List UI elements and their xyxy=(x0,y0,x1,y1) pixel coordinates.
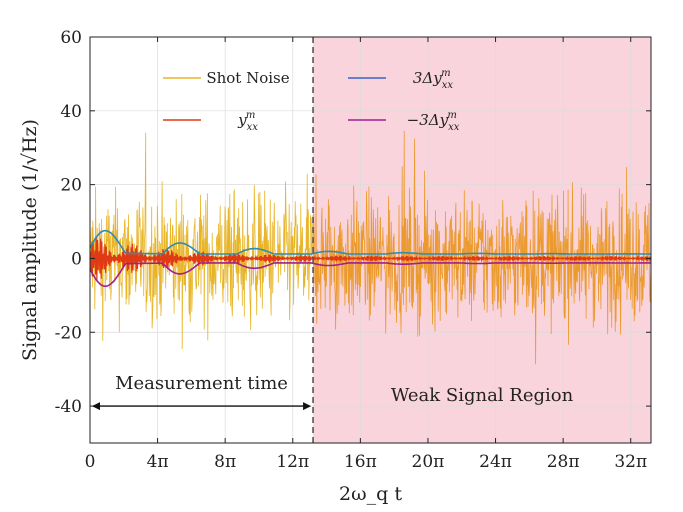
signal-yxx-series xyxy=(89,237,652,281)
x-tick-label: 28π xyxy=(547,452,580,472)
y-tick-label: -40 xyxy=(55,397,82,417)
x-axis-label: 2ω_q t xyxy=(339,483,402,505)
y-tick-label: 60 xyxy=(60,28,82,48)
x-tick-label: 4π xyxy=(147,452,169,472)
y-tick-label: 20 xyxy=(60,176,82,196)
legend: Shot Noise yxxm 3Δyxxm −3Δyxxm xyxy=(163,68,460,133)
measurement-arrow xyxy=(92,402,312,411)
shot-noise-series-measurement xyxy=(89,132,314,350)
weak-signal-region-label: Weak Signal Region xyxy=(391,385,574,406)
y-tick-label: -20 xyxy=(55,323,82,343)
x-tick-label: 24π xyxy=(479,452,512,472)
x-tick-label: 0 xyxy=(85,452,96,472)
x-tick-label: 8π xyxy=(214,452,236,472)
x-tick-label: 16π xyxy=(344,452,377,472)
y-axis-label: Signal amplitude (1/√Hz) xyxy=(19,119,41,361)
x-tick-label: 12π xyxy=(276,452,309,472)
legend-label: −3Δyxxm xyxy=(407,110,460,133)
shot-noise-series-weak-region xyxy=(312,130,652,365)
x-tick-label: 32π xyxy=(614,452,647,472)
legend-label: yxxm xyxy=(237,110,258,133)
x-tick-label: 20π xyxy=(412,452,445,472)
y-tick-label: 40 xyxy=(60,102,82,122)
plot-frame xyxy=(89,36,652,444)
neg-3delta-series xyxy=(89,262,651,287)
pos-3delta-series xyxy=(89,229,651,255)
y-tick-label: 0 xyxy=(71,249,82,269)
measurement-time-label: Measurement time xyxy=(115,373,288,394)
legend-label: 3Δyxxm xyxy=(413,68,453,91)
axis-ticks xyxy=(89,36,651,443)
legend-label: Shot Noise xyxy=(206,69,289,87)
